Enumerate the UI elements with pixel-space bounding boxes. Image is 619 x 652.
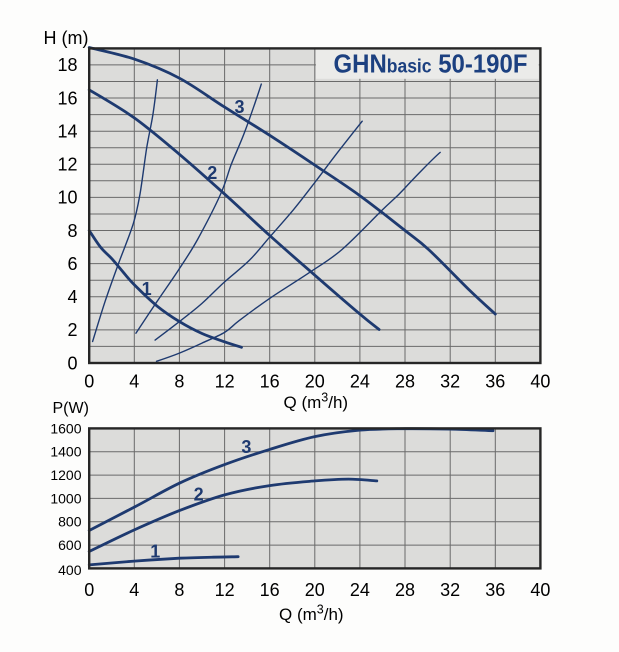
svg-text:28: 28	[395, 580, 415, 600]
svg-text:400: 400	[58, 562, 82, 578]
svg-text:4: 4	[129, 371, 139, 391]
svg-text:2: 2	[67, 320, 77, 340]
svg-text:20: 20	[305, 580, 325, 600]
svg-text:1200: 1200	[50, 467, 81, 483]
svg-text:14: 14	[57, 122, 77, 142]
svg-text:36: 36	[485, 580, 505, 600]
svg-text:40: 40	[530, 580, 550, 600]
svg-text:10: 10	[57, 188, 77, 208]
svg-text:32: 32	[440, 371, 460, 391]
svg-text:12: 12	[215, 580, 235, 600]
svg-text:3: 3	[241, 437, 251, 457]
svg-text:3: 3	[234, 97, 244, 117]
svg-text:1600: 1600	[50, 420, 81, 436]
svg-text:2: 2	[194, 485, 204, 505]
svg-text:Q (m3/h): Q (m3/h)	[284, 391, 349, 413]
svg-text:800: 800	[58, 514, 82, 530]
svg-text:24: 24	[350, 371, 370, 391]
svg-text:16: 16	[260, 580, 280, 600]
svg-text:4: 4	[129, 580, 139, 600]
svg-text:0: 0	[84, 371, 94, 391]
svg-text:8: 8	[174, 580, 184, 600]
svg-text:16: 16	[57, 88, 77, 108]
svg-text:0: 0	[67, 353, 77, 373]
svg-text:GHNbasic 50-190F: GHNbasic 50-190F	[334, 49, 528, 79]
svg-text:12: 12	[215, 371, 235, 391]
svg-text:28: 28	[395, 371, 415, 391]
svg-text:1400: 1400	[50, 444, 81, 460]
svg-text:8: 8	[67, 221, 77, 241]
svg-text:H (m): H (m)	[44, 28, 89, 48]
svg-text:P(W): P(W)	[53, 400, 89, 417]
svg-text:40: 40	[530, 371, 550, 391]
svg-text:16: 16	[260, 371, 280, 391]
svg-text:1: 1	[142, 279, 152, 299]
svg-text:1: 1	[150, 542, 160, 562]
svg-text:18: 18	[57, 55, 77, 75]
svg-text:1000: 1000	[50, 490, 81, 506]
svg-text:36: 36	[485, 371, 505, 391]
svg-text:6: 6	[67, 254, 77, 274]
svg-text:600: 600	[58, 537, 82, 553]
svg-text:12: 12	[57, 155, 77, 175]
svg-text:20: 20	[305, 371, 325, 391]
svg-text:8: 8	[174, 371, 184, 391]
svg-text:4: 4	[67, 287, 77, 307]
svg-text:Q (m3/h): Q (m3/h)	[279, 603, 344, 625]
svg-text:32: 32	[440, 580, 460, 600]
svg-text:2: 2	[207, 163, 217, 183]
svg-text:24: 24	[350, 580, 370, 600]
svg-text:0: 0	[84, 580, 94, 600]
